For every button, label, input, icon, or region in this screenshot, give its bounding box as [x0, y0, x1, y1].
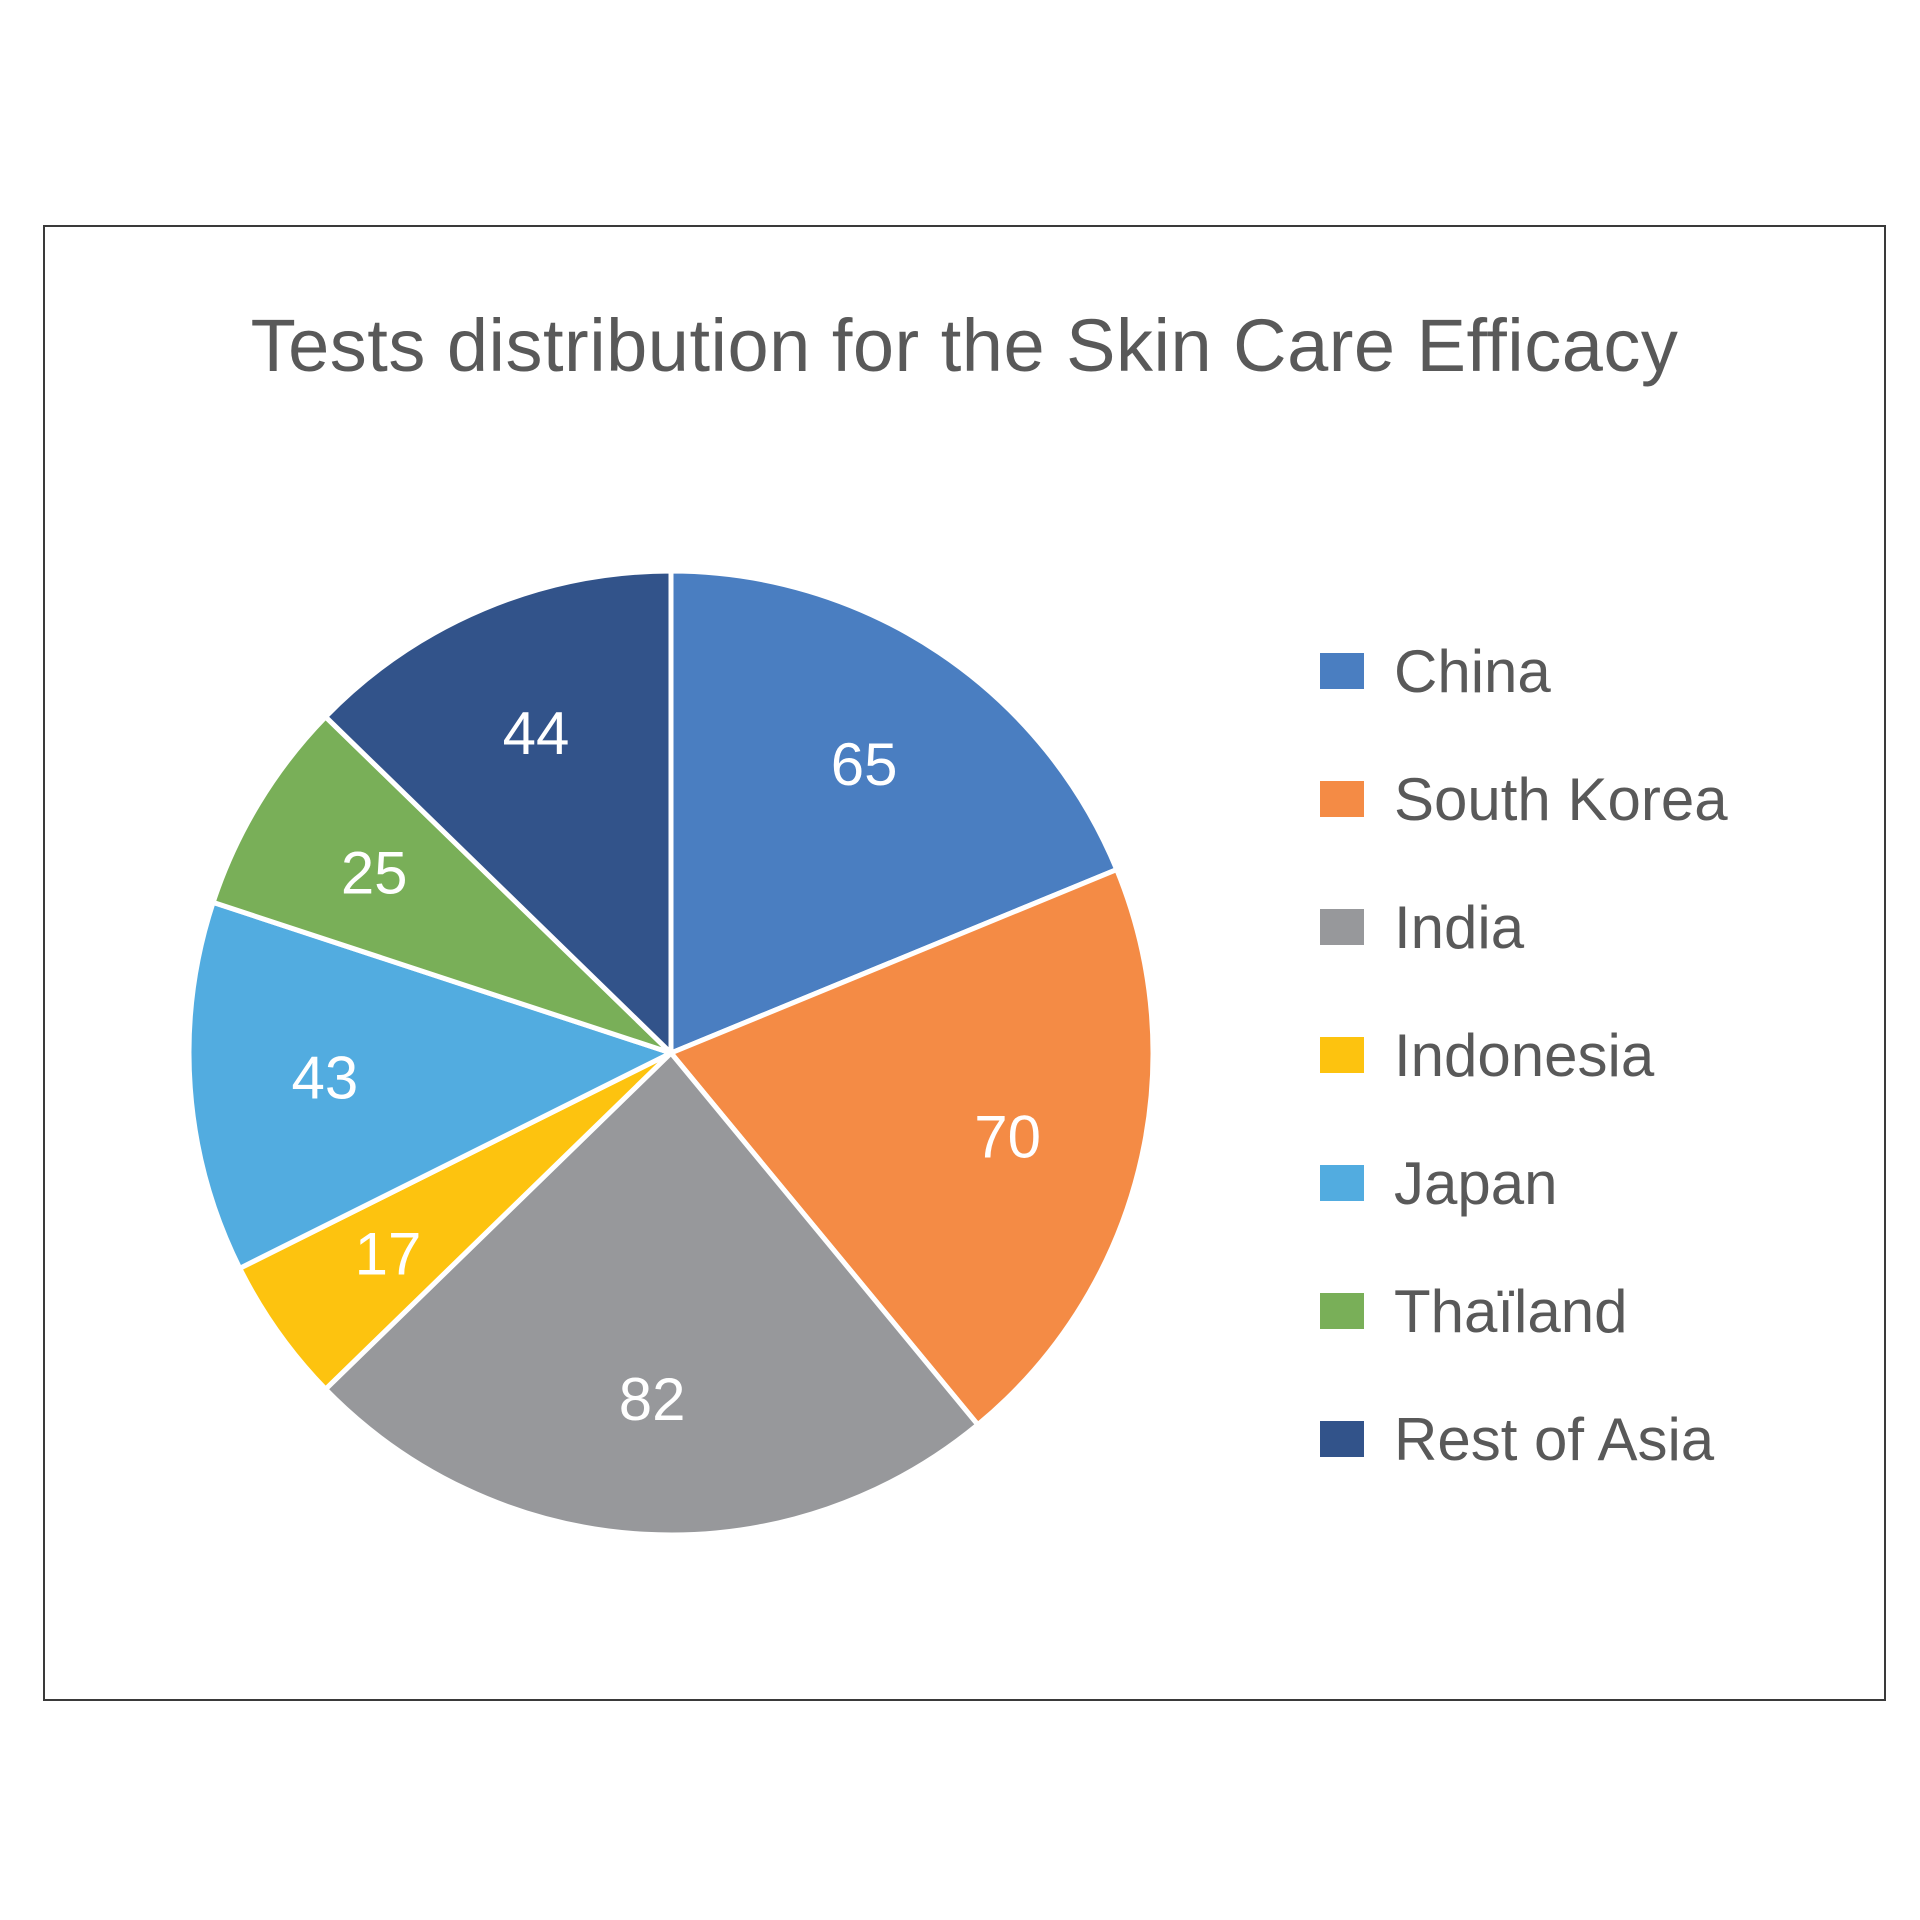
data-label-japan: 43 [292, 1045, 359, 1112]
pie-slice-indonesia [237, 1050, 674, 1392]
legend-label: Thaïland [1394, 1277, 1628, 1345]
legend-swatch [1320, 1421, 1364, 1457]
data-label-south-korea: 70 [974, 1104, 1041, 1171]
legend-label: Indonesia [1394, 1021, 1655, 1089]
chart-frame: Tests distribution for the Skin Care Eff… [43, 225, 1886, 1701]
legend-label: Japan [1394, 1149, 1558, 1217]
pie-data-labels: 65 70 82 17 43 25 44 [292, 700, 1042, 1433]
legend-label: India [1394, 893, 1525, 961]
legend-item-india: India [1320, 863, 1728, 991]
data-label-china: 65 [831, 731, 898, 798]
pie-slices [186, 568, 1156, 1538]
legend-item-south-korea: South Korea [1320, 735, 1728, 863]
pie-slice-rest-of-asia [323, 568, 674, 1056]
legend-label: South Korea [1394, 765, 1728, 833]
data-label-indonesia: 17 [355, 1220, 422, 1287]
data-label-thailand: 25 [341, 840, 408, 907]
legend-item-china: China [1320, 607, 1728, 735]
data-label-india: 82 [619, 1366, 686, 1433]
legend-swatch [1320, 1293, 1364, 1329]
legend: China South Korea India Indonesia Japan Thaïl… [1320, 607, 1728, 1503]
pie-slice-india [323, 1050, 981, 1538]
pie-slice-thailand [210, 714, 674, 1056]
pie-slice-china [668, 568, 1120, 1056]
legend-swatch [1320, 653, 1364, 689]
pie-chart: 65 70 82 17 43 25 44 [186, 568, 1156, 1538]
legend-swatch [1320, 781, 1364, 817]
legend-item-rest-of-asia: Rest of Asia [1320, 1375, 1728, 1503]
legend-label: China [1394, 637, 1551, 705]
legend-swatch [1320, 1037, 1364, 1073]
legend-swatch [1320, 909, 1364, 945]
legend-item-indonesia: Indonesia [1320, 991, 1728, 1119]
pie-slice-japan [186, 899, 674, 1271]
legend-item-thailand: Thaïland [1320, 1247, 1728, 1375]
legend-swatch [1320, 1165, 1364, 1201]
legend-item-japan: Japan [1320, 1119, 1728, 1247]
chart-title: Tests distribution for the Skin Care Eff… [250, 304, 1679, 387]
data-label-rest-of-asia: 44 [503, 700, 570, 767]
legend-label: Rest of Asia [1394, 1405, 1715, 1473]
pie-slice-south-korea [668, 867, 1156, 1428]
